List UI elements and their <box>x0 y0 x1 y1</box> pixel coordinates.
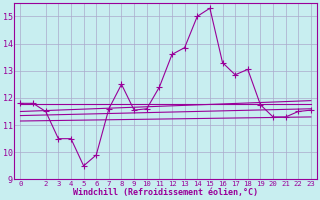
X-axis label: Windchill (Refroidissement éolien,°C): Windchill (Refroidissement éolien,°C) <box>73 188 258 197</box>
